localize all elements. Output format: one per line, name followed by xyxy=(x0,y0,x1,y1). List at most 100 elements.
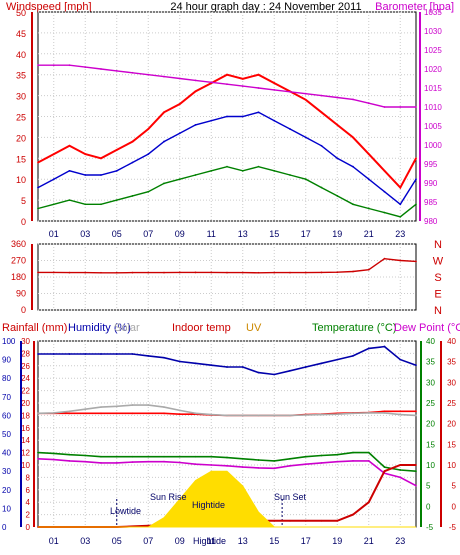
top-series-point xyxy=(37,64,39,67)
dewpoint-label: Dew Point (°C) xyxy=(394,322,460,334)
bottom-series-point xyxy=(399,469,402,471)
top-series-point xyxy=(210,169,213,172)
bottom-series-point xyxy=(336,358,339,361)
bottom-series-point xyxy=(147,412,150,415)
bottom-series-point xyxy=(367,459,370,462)
bottom-series-point xyxy=(100,462,102,464)
top-series-point xyxy=(304,178,307,181)
bottom-x-tick-label: 09 xyxy=(175,536,185,546)
bottom-series-point xyxy=(226,464,228,467)
bottom-series-point xyxy=(320,362,323,365)
bottom-series-point xyxy=(415,484,417,487)
bottom-series-point xyxy=(383,345,386,348)
top-series-point xyxy=(399,215,402,218)
top-right-tick-label: 1030 xyxy=(424,27,442,36)
bottom-x-tick-label: 19 xyxy=(332,536,342,546)
bottom-series-point xyxy=(289,464,291,467)
bottom-series-point xyxy=(115,412,118,415)
bottom-series-point xyxy=(320,462,323,464)
bottom-series-point xyxy=(178,409,181,412)
wind-direction-point xyxy=(115,271,118,274)
top-right-tick-label: 1025 xyxy=(424,46,442,55)
top-right-tick-label: 1035 xyxy=(424,8,442,17)
bottom-series-point xyxy=(52,452,55,455)
top-series-point xyxy=(147,73,150,76)
bottom-series-point xyxy=(194,455,197,458)
top-series-point xyxy=(257,87,260,89)
top-series-point xyxy=(131,195,134,197)
bottom-series-point xyxy=(399,476,402,479)
top-left-tick-label: 35 xyxy=(16,71,26,81)
top-series-point xyxy=(226,83,228,86)
top-right-tick-label: 1015 xyxy=(424,84,442,93)
top-series-point xyxy=(52,203,55,206)
top-series-point xyxy=(352,203,354,206)
compass-label: N xyxy=(434,239,442,251)
top-left-tick-label: 15 xyxy=(16,154,26,164)
bottom-series-point xyxy=(415,470,417,473)
humidity-label: Humidity (%) xyxy=(68,322,131,334)
temp-tick-label: 30 xyxy=(426,378,435,387)
bottom-series-point xyxy=(68,410,71,413)
bottom-series-point xyxy=(37,412,39,415)
bottom-series-point xyxy=(178,455,181,458)
top-series-point xyxy=(320,186,323,189)
top-series-point xyxy=(399,106,402,108)
compass-label: W xyxy=(433,256,444,268)
top-series-point xyxy=(383,169,386,172)
bottom-series-point xyxy=(352,459,354,462)
top-series-point xyxy=(415,157,417,160)
rain-tick-label: 0 xyxy=(26,523,31,532)
rain-tick-label: 30 xyxy=(21,337,30,346)
bottom-series-point xyxy=(304,366,307,368)
bottom-series-point xyxy=(273,467,276,470)
top-series-point xyxy=(336,157,339,160)
temp-tick-label: 15 xyxy=(426,440,435,449)
wind-direction-point xyxy=(37,271,39,274)
humidity-tick-label: 30 xyxy=(2,467,11,476)
top-series-point xyxy=(320,144,323,147)
top-series-point xyxy=(178,132,181,135)
top-series-point xyxy=(68,144,71,147)
bottom-x-tick-label: 21 xyxy=(364,536,374,546)
bottom-x-tick-label: 15 xyxy=(269,536,279,546)
bottom-series-point xyxy=(210,455,213,458)
annotation-lowtide: Lowtide xyxy=(110,506,141,516)
top-series-point xyxy=(241,115,244,118)
bottom-series-point xyxy=(52,353,55,355)
wind-direction-point xyxy=(352,270,354,273)
top-x-tick-label: 03 xyxy=(80,229,90,239)
bottom-series-point xyxy=(163,406,165,409)
compass-label: E xyxy=(434,289,441,301)
mid-left-tick-label: 180 xyxy=(11,272,26,282)
dewpoint-tick-label: 15 xyxy=(447,440,456,449)
humidity-tick-label: 100 xyxy=(2,337,16,346)
dewpoint-tick-label: 30 xyxy=(447,378,456,387)
bottom-series-point xyxy=(210,364,213,367)
top-series-point xyxy=(68,199,71,202)
rain-tick-label: 24 xyxy=(21,374,30,383)
bottom-series-point xyxy=(163,455,165,458)
bottom-series-point xyxy=(257,371,260,374)
top-right-tick-label: 995 xyxy=(424,160,438,169)
dewpoint-tick-label: -5 xyxy=(449,523,457,532)
wind-direction-point xyxy=(304,271,307,274)
bottom-series-point xyxy=(415,414,417,417)
top-series-point xyxy=(399,186,402,189)
bottom-x-tick-label: 11 xyxy=(207,536,216,546)
annotation-sunset: Sun Set xyxy=(274,492,307,502)
annotation-sunrise: Sun Rise xyxy=(150,492,187,502)
top-series-point xyxy=(226,115,228,118)
top-series-point xyxy=(147,153,150,156)
bottom-series-point xyxy=(37,353,39,355)
compass-label: S xyxy=(434,272,441,284)
annotation-hightide: Hightide xyxy=(192,500,225,510)
bottom-series-point xyxy=(415,364,417,367)
top-right-tick-label: 1005 xyxy=(424,122,442,131)
top-x-tick-label: 07 xyxy=(143,229,153,239)
dewpoint-tick-label: 0 xyxy=(452,502,457,511)
bottom-series-point xyxy=(100,455,102,458)
bottom-series-point xyxy=(178,413,181,416)
bottom-series-point xyxy=(163,460,165,463)
